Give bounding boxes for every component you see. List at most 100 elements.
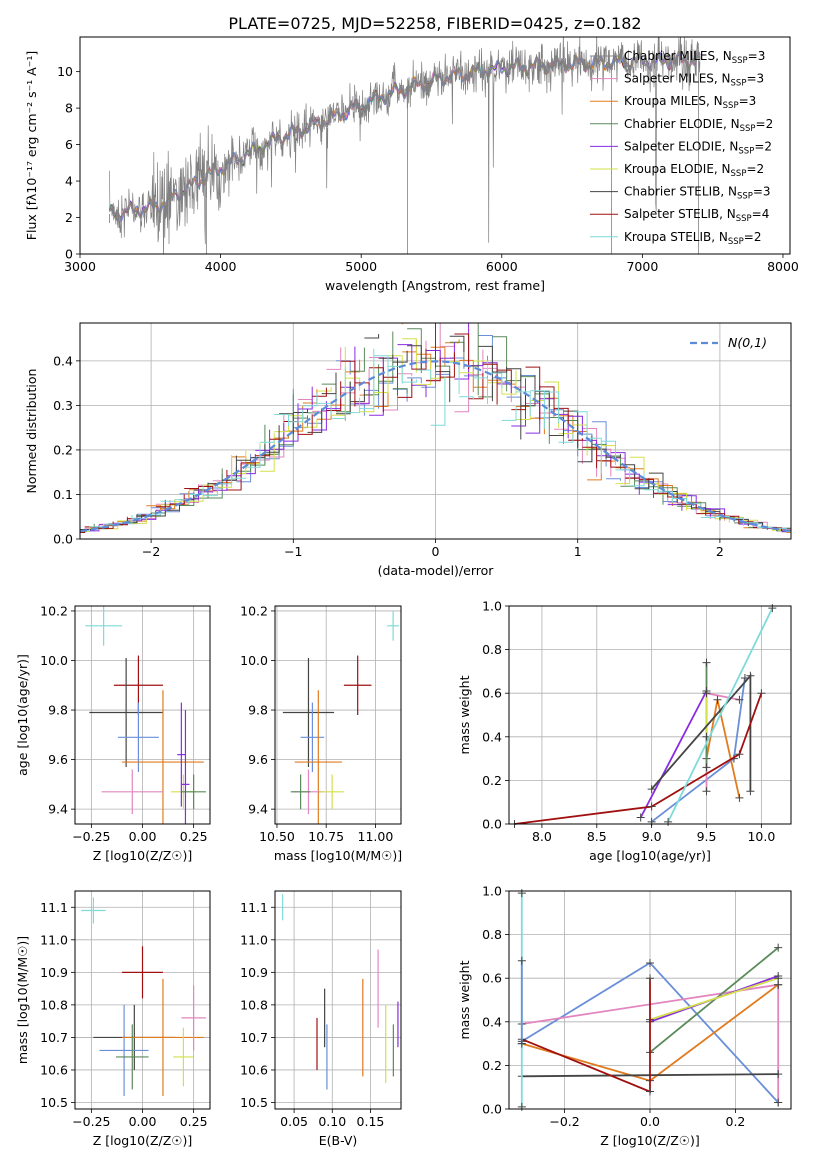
y-tick-label: 0.0 xyxy=(53,532,73,547)
grid xyxy=(275,606,401,824)
x-tick-label: 6000 xyxy=(486,259,518,274)
axes-frame xyxy=(79,322,792,540)
y-tick-label: 1.0 xyxy=(482,884,502,899)
legend-label: Salpeter STELIB, NSSP=4 xyxy=(624,207,769,224)
error-bar-point xyxy=(85,606,123,646)
y-tick-label: 10.7 xyxy=(240,1030,268,1045)
y-tick-label: 0.3 xyxy=(53,398,73,413)
legend-suffix: =2 xyxy=(746,162,764,176)
series-marker xyxy=(646,1087,654,1096)
plot-area xyxy=(85,606,206,824)
y-tick-label: 0.4 xyxy=(482,1014,502,1029)
error-bar-point xyxy=(290,774,311,810)
plot-area: Chabrier MILES, NSSP=3 Salpeter MILES, NS… xyxy=(109,37,773,254)
series-marker xyxy=(636,813,645,822)
legend-label: Chabrier MILES, NSSP=3 xyxy=(624,49,765,66)
panel-residuals: N(0,1) −2 −1 0 1 2 0.0 0.1 0.2 0.3 0.4 (data-model)… xyxy=(24,322,792,578)
y-tick-label: 10.6 xyxy=(240,1062,268,1077)
y-tick-label: 0.4 xyxy=(482,729,502,744)
series-marker xyxy=(746,671,755,680)
x-axis-label: age [log10(age/yr)] xyxy=(589,848,711,863)
normal-curve xyxy=(80,360,791,533)
error-bar-point xyxy=(81,897,106,924)
y-tick-label: 9.6 xyxy=(48,752,68,767)
error-bars xyxy=(81,897,206,1096)
mass-weight-series xyxy=(649,977,779,1021)
y-axis-label: mass weight xyxy=(457,675,472,754)
series-marker xyxy=(517,1102,526,1111)
error-bar-point xyxy=(300,702,325,772)
series-marker xyxy=(646,958,654,967)
error-bar-point xyxy=(122,946,163,999)
mass-weight-lines xyxy=(510,604,777,828)
series-marker xyxy=(647,802,656,811)
x-tick-label: 10.0 xyxy=(747,829,775,844)
x-tick-label: 1 xyxy=(574,544,582,559)
x-axis-label: mass [log10(M/M☉)] xyxy=(274,848,402,863)
x-tick-label: 0 xyxy=(432,544,440,559)
plot-area xyxy=(282,610,400,824)
legend-subscript: SSP xyxy=(723,101,739,111)
y-tick-label: 1.0 xyxy=(482,599,502,614)
error-bar-point xyxy=(294,690,342,824)
y-tick-label: 10.8 xyxy=(240,997,268,1012)
legend-subscript: SSP xyxy=(732,56,748,66)
legend-label: Salpeter MILES, NSSP=3 xyxy=(624,72,764,89)
error-bars xyxy=(282,894,399,1090)
x-tick-label: 11.00 xyxy=(358,829,394,844)
x-axis-label: E(B-V) xyxy=(319,1133,358,1148)
series-marker xyxy=(647,785,656,794)
series-marker xyxy=(774,1070,783,1079)
y-tick-label: 10.2 xyxy=(240,603,268,618)
y-tick-label: 0.4 xyxy=(53,353,73,368)
x-tick-label: 0.05 xyxy=(280,1114,308,1129)
spectrum-lines xyxy=(109,37,701,254)
series-marker xyxy=(768,604,777,613)
residual-histogram xyxy=(80,338,791,533)
mass-weight-series xyxy=(514,692,763,825)
series-marker xyxy=(774,974,783,983)
mass-weight-lines xyxy=(517,889,783,1111)
x-tick-label: 4000 xyxy=(205,259,237,274)
x-tick-label: 2 xyxy=(716,544,724,559)
y-tick-label: 0.2 xyxy=(482,773,502,788)
x-tick-label: −0.25 xyxy=(72,1114,110,1129)
y-tick-label: 10.2 xyxy=(40,603,68,618)
x-axis-label: Z [log10(Z/Z☉)] xyxy=(93,1133,193,1148)
series-marker xyxy=(517,956,526,965)
y-tick-label: 10.7 xyxy=(40,1030,68,1045)
error-bars xyxy=(85,606,206,824)
axes-frame xyxy=(74,605,211,825)
spectrum-legend: Chabrier MILES, NSSP=3 Salpeter MILES, NS… xyxy=(590,49,773,247)
series-marker xyxy=(713,695,722,704)
y-axis-label: age [log10(age/yr)] xyxy=(15,654,30,776)
legend-subscript: SSP xyxy=(740,124,756,134)
axes-frame xyxy=(508,605,792,825)
x-tick-label: 10.50 xyxy=(259,829,295,844)
error-bar-point xyxy=(122,690,204,824)
panel-mass_vs_Z: −0.25 0.00 0.25 10.5 10.6 10.7 10.8 10.9 11.0 11.… xyxy=(15,890,211,1148)
legend-label: Kroupa MILES, NSSP=3 xyxy=(624,94,756,111)
y-tick-label: 2 xyxy=(65,210,73,225)
y-tick-label: 0.2 xyxy=(53,442,73,457)
panel-age_vs_mass: 10.50 10.75 11.00 9.4 9.6 9.8 10.0 10.2 mass [lo… xyxy=(240,603,402,863)
x-tick-label: 8000 xyxy=(767,259,799,274)
x-axis-label: wavelength [Angstrom, rest frame] xyxy=(325,278,545,293)
y-tick-label: 10.9 xyxy=(40,965,68,980)
panel-mass_weight_vs_age: 8.0 8.5 9.0 9.5 10.0 0.0 0.2 0.4 0.6 0.8 1.0 age [l… xyxy=(457,599,792,863)
series-marker xyxy=(646,974,654,983)
panel-spectrum: Chabrier MILES, NSSP=3 Salpeter MILES, NS… xyxy=(24,36,799,293)
legend-subscript: SSP xyxy=(737,192,753,202)
legend-suffix: =2 xyxy=(744,230,762,244)
series-marker xyxy=(746,787,755,796)
y-tick-label: 0.2 xyxy=(482,1058,502,1073)
legend-label: Chabrier ELODIE, NSSP=2 xyxy=(624,117,773,134)
y-tick-label: 0.6 xyxy=(482,686,502,701)
y-axis-label: Normed distribution xyxy=(24,369,39,494)
legend-label: Salpeter ELODIE, NSSP=2 xyxy=(624,139,772,156)
grid xyxy=(75,891,210,1109)
error-bar-point xyxy=(320,774,344,810)
legend-suffix: =3 xyxy=(739,94,757,108)
y-tick-label: 9.8 xyxy=(48,703,68,718)
legend-subscript: SSP xyxy=(728,237,744,247)
